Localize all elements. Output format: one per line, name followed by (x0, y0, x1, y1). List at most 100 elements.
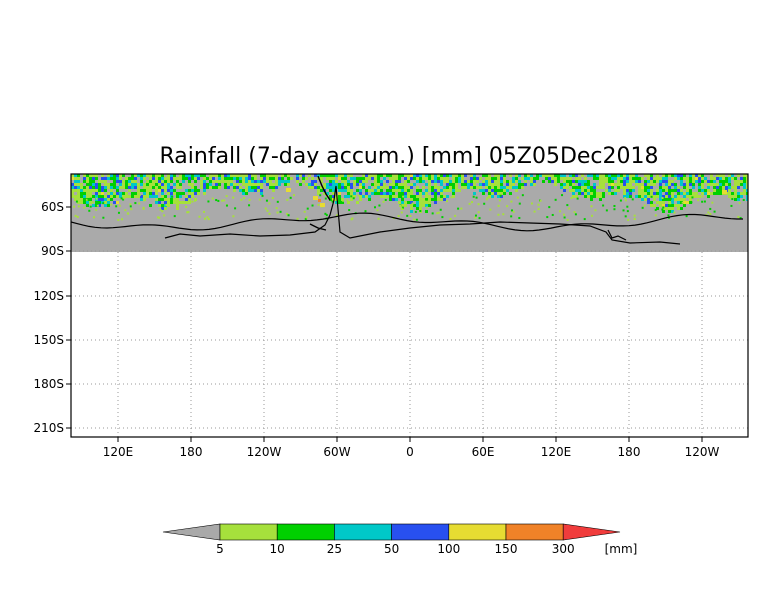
rain-cell (407, 189, 410, 192)
rain-cell (402, 195, 405, 198)
rain-cell (404, 186, 407, 189)
rain-cell (305, 183, 308, 186)
rain-cell (101, 192, 104, 195)
rain-cell (635, 177, 638, 180)
rain-cell (211, 197, 214, 200)
rain-cell (173, 198, 176, 201)
colorbar-segment (219, 523, 278, 541)
rain-cell (695, 174, 698, 177)
rain-cell (353, 180, 356, 183)
rain-cell (227, 180, 230, 183)
rain-cell (593, 189, 596, 192)
rain-cell (509, 183, 512, 186)
rain-cell (193, 199, 196, 202)
rain-cell (479, 177, 482, 180)
rain-cell (101, 174, 104, 177)
rain-cell (170, 177, 173, 180)
rain-cell (395, 195, 398, 198)
rain-cell (347, 192, 350, 195)
rain-cell (314, 174, 317, 177)
rain-cell (365, 192, 368, 195)
rain-cell (248, 204, 251, 207)
rain-cell (410, 204, 413, 207)
rain-cell (221, 180, 224, 183)
rain-cell (441, 216, 444, 219)
rain-cell (110, 177, 113, 180)
rain-cell (377, 177, 380, 180)
rain-cell (409, 214, 412, 217)
rain-cell (551, 180, 554, 183)
rain-cell (125, 192, 128, 195)
rain-cell (692, 180, 695, 183)
rain-cell (313, 196, 318, 200)
x-tick-label: 180 (618, 445, 641, 459)
rain-cell (623, 183, 626, 186)
rain-cell (728, 174, 731, 177)
rain-cell (746, 174, 748, 177)
rain-cell (452, 186, 455, 189)
rain-cell (182, 174, 185, 177)
rain-cell (351, 217, 354, 220)
rain-cell (626, 186, 629, 189)
rain-cell (149, 204, 152, 207)
rain-cell (221, 199, 224, 202)
rain-cell (362, 180, 365, 183)
rain-cell (176, 177, 179, 180)
rain-cell (689, 183, 692, 186)
rain-cell (731, 177, 734, 180)
rain-cell (158, 204, 161, 207)
rain-cell (359, 198, 362, 201)
rain-cell (440, 174, 443, 177)
rain-cell (428, 177, 431, 180)
rain-cell (320, 186, 323, 189)
rain-cell (650, 174, 653, 177)
rain-cell (593, 174, 596, 177)
rain-cell (110, 192, 113, 195)
rain-cell (203, 174, 206, 177)
rain-cell (746, 177, 748, 180)
rain-cell (266, 177, 269, 180)
rain-cell (437, 174, 440, 177)
rain-cell (671, 207, 674, 210)
rain-cell (560, 174, 563, 177)
rain-cell (668, 198, 671, 201)
rain-cell (572, 180, 575, 183)
rain-cell (515, 174, 518, 177)
rain-cell (278, 177, 281, 180)
rain-cell (650, 189, 653, 192)
rain-cell (578, 186, 581, 189)
rain-cell (446, 180, 449, 183)
rain-cell (665, 192, 668, 195)
rain-cell (590, 189, 593, 192)
rain-cell (152, 180, 155, 183)
rain-cell (602, 174, 605, 177)
rain-cell (624, 199, 627, 202)
rain-cell (161, 174, 164, 177)
rain-cell (371, 177, 374, 180)
rain-cell (320, 174, 323, 177)
colorbar-level-label: 50 (384, 542, 399, 556)
rain-cell (200, 186, 203, 189)
rain-cell (671, 174, 674, 177)
rain-cell (308, 174, 311, 177)
rain-cell (128, 195, 131, 198)
rain-cell (362, 186, 365, 189)
rain-cell (413, 198, 416, 201)
rain-cell (437, 186, 440, 189)
rain-cell (491, 177, 494, 180)
rain-cell (107, 192, 110, 195)
rain-cell (254, 174, 257, 177)
rain-cell (359, 195, 362, 198)
rain-cell (662, 201, 665, 204)
rain-cell (479, 186, 482, 189)
rain-cell (440, 198, 443, 201)
rain-cell (203, 210, 206, 213)
rain-cell (98, 180, 101, 183)
rain-cell (204, 217, 207, 220)
rain-cell (437, 177, 440, 180)
rain-cell (116, 201, 119, 204)
rain-cell (608, 186, 611, 189)
rain-cell (605, 180, 608, 183)
rain-cell (482, 174, 485, 177)
rain-cell (656, 195, 659, 198)
